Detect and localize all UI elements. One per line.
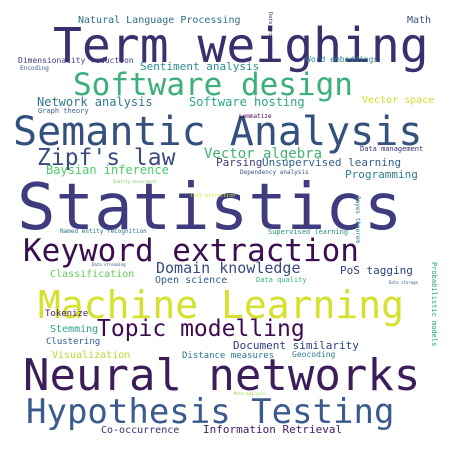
word-unsupervised-learning: Unsupervised learning (262, 156, 402, 169)
word-tokenize: Tokenize (45, 309, 89, 319)
word-data-management: Data management (360, 145, 424, 153)
word-baysian-inference: Baysian inference (46, 163, 169, 177)
word-math: Math (407, 15, 432, 26)
word-text-extraction: Text extraction (190, 193, 236, 199)
word-dimensionality-reduction: Dimensionality reduction (18, 56, 134, 65)
word-vector-space: Vector space (362, 95, 435, 106)
word-semantic-analysis: Semantic Analysis (13, 109, 423, 155)
word-data-storage: Data storage (389, 280, 418, 285)
word-neural-networks: Neural networks (23, 350, 421, 401)
word-pos-tagging: PoS tagging (340, 264, 413, 277)
word-named-entity-recognition: Named entity recognition (60, 228, 147, 235)
word-zipfs-law: Zipf's law (37, 145, 176, 171)
word-word-embeddings: Word embeddings (306, 55, 379, 64)
word-hypothesis-testing: Hypothesis Testing (26, 392, 395, 432)
word-visualization: Visualization (52, 350, 131, 361)
word-sentiment-analysis: Sentiment analysis (140, 60, 260, 73)
word-information-retrieval: Information Retrieval (203, 423, 343, 436)
word-geocoding: Geocoding (292, 350, 336, 359)
word-programming: Programming (345, 168, 418, 181)
word-term-weighing: Term weighing (53, 18, 429, 74)
word-dependency-analysis: Dependency analysis (240, 169, 309, 176)
word-bayes-theorem: Bayes theorem (354, 196, 361, 243)
word-software-design: Software design (73, 67, 353, 103)
word-keyword-extraction: Keyword extraction (23, 233, 359, 269)
word-stemming: Stemming (50, 324, 99, 335)
word-topic-modelling: Topic modelling (97, 316, 305, 342)
word-data-quality: Data quality (256, 276, 307, 284)
word-encoding: Encoding (20, 65, 49, 72)
word-software-hosting: Software hosting (189, 95, 305, 109)
word-graph-theory: Graph theory (38, 107, 89, 115)
word-classification: Classification (50, 269, 135, 280)
word-document-similarity: Document similarity (233, 339, 359, 352)
word-data-streaming: Data streaming (92, 262, 126, 267)
word-data-processing: Meta-analysis (234, 391, 266, 396)
word-parsing: Parsing (216, 156, 263, 169)
word-statistics: Statistics (17, 171, 403, 245)
word-domain-knowledge: Domain knowledge (156, 259, 301, 277)
word-network-analysis: Network analysis (37, 95, 153, 109)
word-quality-assessment: Quality assessment (113, 179, 157, 184)
word-machine-learning: Machine Learning (38, 283, 405, 327)
word-co-occurrence: Co-occurrence (101, 425, 180, 436)
word-lemmatize: Lemmatize (239, 113, 272, 120)
word-clustering: Clustering (46, 337, 101, 347)
word-distance-measures: Distance measures (182, 351, 275, 361)
word-open-science: Open science (155, 275, 228, 286)
word-probabilistic-models: Probabilistic models (430, 262, 438, 347)
word-meta-analysis: Data processing (267, 12, 273, 58)
word-vector-algebra: Vector algebra (204, 146, 323, 162)
word-nlp: Natural Language Processing (78, 15, 241, 26)
word-supervised-learning: Supervised learning (268, 228, 349, 236)
